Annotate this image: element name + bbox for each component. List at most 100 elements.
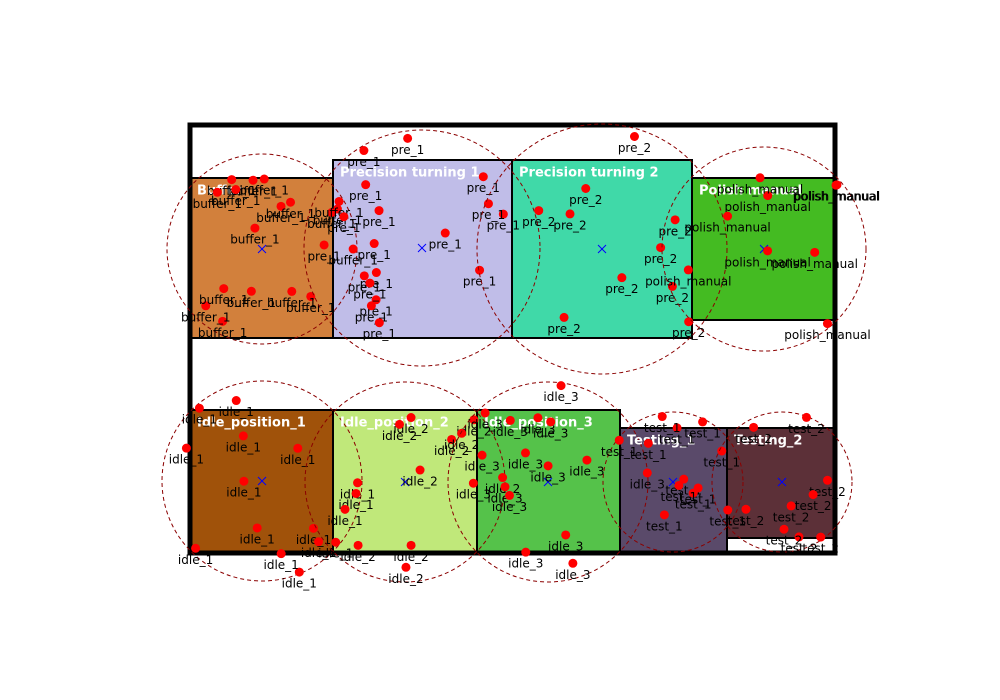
point-label: idle_3	[548, 539, 583, 553]
point-label: idle_3	[493, 425, 528, 439]
point-label: idle_1	[182, 413, 217, 427]
position-point	[480, 408, 490, 418]
position-point	[477, 450, 487, 460]
position-point	[755, 173, 765, 183]
position-point	[286, 197, 296, 207]
point-label: pre_2	[672, 326, 705, 340]
point-label: pre_2	[547, 322, 580, 336]
position-point	[440, 228, 450, 238]
position-point	[657, 412, 667, 422]
zone-center	[777, 477, 787, 487]
point-label: pre_1	[358, 248, 391, 262]
position-point	[353, 540, 363, 550]
position-point	[478, 172, 488, 182]
position-point	[468, 478, 478, 488]
position-point	[521, 547, 531, 557]
position-point	[763, 191, 773, 201]
point-label: idle_1	[178, 553, 213, 567]
position-point	[191, 543, 201, 553]
position-point	[794, 532, 804, 542]
position-point	[371, 268, 381, 278]
point-label: idle_3	[456, 488, 491, 502]
position-point	[276, 201, 286, 211]
point-label: pre_1	[307, 249, 340, 263]
point-label: buffer_1	[199, 293, 248, 307]
position-point	[698, 417, 708, 427]
position-point	[231, 396, 241, 406]
zone-center	[257, 476, 267, 486]
point-label: test_2	[795, 499, 832, 513]
point-label: pre_1	[347, 155, 380, 169]
position-point	[374, 206, 384, 216]
point-label: pre_1	[353, 288, 386, 302]
point-label: pre_2	[605, 282, 638, 296]
position-point	[401, 562, 411, 572]
point-label: idle_1	[327, 514, 362, 528]
position-point	[457, 428, 467, 438]
position-point	[212, 187, 222, 197]
point-label: pre_1	[349, 189, 382, 203]
point-label: idle_3	[508, 457, 543, 471]
position-point	[348, 244, 358, 254]
point-label: test_1	[659, 432, 696, 446]
position-point	[672, 423, 682, 433]
position-point	[194, 403, 204, 413]
point-label: pre_2	[658, 224, 691, 238]
point-label: test_1	[644, 421, 681, 435]
zone	[619, 427, 728, 554]
position-point	[679, 474, 689, 484]
position-point	[351, 488, 361, 498]
position-point	[546, 417, 556, 427]
point-label: test_2	[766, 534, 803, 548]
position-point	[259, 174, 269, 184]
point-label: pre_1	[391, 143, 424, 157]
position-point	[723, 211, 733, 221]
position-point	[786, 501, 796, 511]
position-point	[642, 468, 652, 478]
position-point	[505, 415, 515, 425]
zone-label: Precision turning 2	[519, 166, 659, 181]
position-point	[369, 239, 379, 249]
point-label: idle_2	[340, 550, 375, 564]
point-label: test_1	[646, 519, 683, 533]
point-label: pre_1	[463, 275, 496, 289]
point-label: idle_1	[282, 577, 317, 591]
point-label: test_2	[781, 541, 818, 555]
point-label: idle_1	[226, 486, 261, 500]
point-label: buffer_1	[181, 310, 230, 324]
position-point	[483, 199, 493, 209]
zone-label: Testing_2	[734, 434, 802, 449]
floor-frame	[187, 122, 838, 556]
position-point	[319, 240, 329, 250]
position-point	[181, 443, 191, 453]
zone-label: Idle_position_2	[340, 416, 449, 431]
point-label: buffer_1	[198, 326, 247, 340]
point-label: pre_2	[656, 291, 689, 305]
position-point	[505, 490, 515, 500]
position-point	[469, 415, 479, 425]
point-label: idle_3	[520, 422, 555, 436]
point-label: buffer_1	[211, 194, 260, 208]
point-label: idle_1	[226, 440, 261, 454]
zone-radius	[711, 411, 853, 553]
point-label: pre_1	[467, 181, 500, 195]
point-label: idle_2	[393, 550, 428, 564]
point-label: buffer_1	[286, 301, 335, 315]
position-point	[415, 465, 425, 475]
point-label: polish_manual	[794, 189, 880, 203]
position-point	[581, 184, 591, 194]
position-point	[353, 478, 363, 488]
position-point	[498, 209, 508, 219]
point-label: test_1	[601, 445, 638, 459]
point-label: buffer_1	[266, 207, 315, 221]
position-point	[779, 524, 789, 534]
point-label: buffer_1	[267, 296, 316, 310]
point-label: test_1	[630, 448, 667, 462]
point-label: idle_1	[264, 558, 299, 572]
position-point	[276, 549, 286, 559]
position-point	[520, 448, 530, 458]
position-point	[498, 473, 508, 483]
point-label: buffer_1	[314, 206, 363, 220]
position-point	[723, 505, 733, 515]
